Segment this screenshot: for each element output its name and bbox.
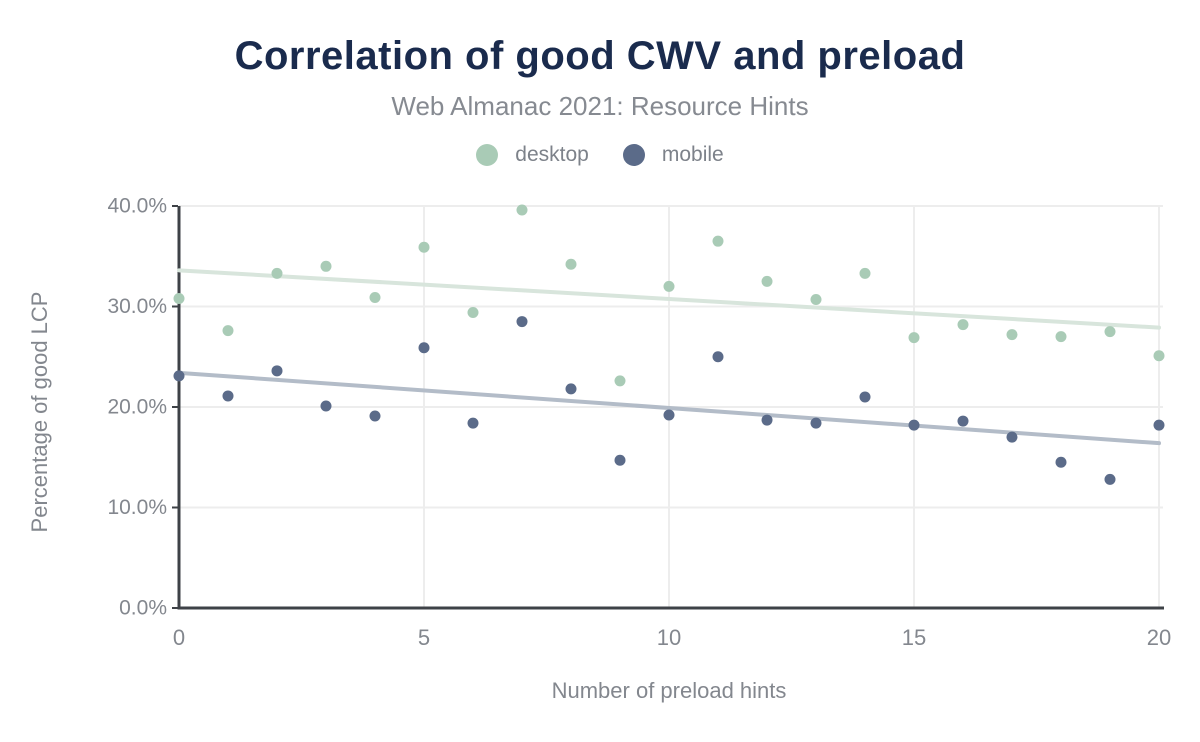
mobile-data-point [173,370,185,382]
desktop-data-point [1055,331,1067,343]
desktop-data-point [1104,326,1116,338]
y-tick-label: 40.0% [107,195,167,218]
legend-item-desktop: desktop [476,143,589,167]
y-tick-label: 30.0% [107,295,167,318]
desktop-data-point [320,260,332,272]
mobile-data-point [810,417,822,429]
desktop-data-point [908,332,920,344]
y-tick-label: 0.0% [119,597,167,620]
x-tick-label: 15 [902,625,926,650]
chart-subtitle: Web Almanac 2021: Resource Hints [391,91,809,121]
chart-title: Correlation of good CWV and preload [234,34,966,78]
desktop-data-point [222,325,234,337]
mobile-trendline [177,370,1161,446]
desktop-data-point [565,258,577,270]
x-tick-label: 0 [173,625,185,650]
x-tick-label: 20 [1147,625,1171,650]
desktop-data-point [369,291,381,303]
y-axis-title: Percentage of good LCP [27,292,52,533]
x-tick-label: 5 [418,625,430,650]
mobile-data-point [908,419,920,431]
desktop-data-point [271,267,283,279]
desktop-data-point [418,241,430,253]
desktop-series-swatch [476,144,499,166]
mobile-data-point [271,365,283,377]
mobile-data-point [761,414,773,426]
y-tick-label: 20.0% [107,396,167,419]
mobile-data-point [663,409,675,421]
desktop-trendline [177,268,1161,330]
mobile-data-point [1055,456,1067,468]
mobile-data-point [614,454,626,466]
mobile-data-point [957,415,969,427]
mobile-data-point [1006,431,1018,443]
mobile-data-point [467,417,479,429]
desktop-data-point [614,375,626,387]
mobile-data-point [1104,473,1116,485]
desktop-data-point [810,293,822,305]
desktop-data-point [859,267,871,279]
y-tick-label: 10.0% [107,496,167,519]
desktop-data-point [712,235,724,247]
mobile-legend-label: mobile [661,143,724,166]
mobile-data-point [222,390,234,402]
mobile-data-point [418,342,430,354]
desktop-data-point [957,319,969,331]
x-axis-title: Number of preload hints [552,678,787,703]
mobile-data-point [712,351,724,363]
desktop-data-point [761,275,773,287]
desktop-legend-label: desktop [515,143,589,166]
desktop-data-point [467,307,479,319]
x-tick-label: 10 [657,625,681,650]
mobile-data-point [516,316,528,328]
mobile-data-point [859,391,871,403]
desktop-data-point [1006,329,1018,341]
mobile-series-swatch [622,144,645,166]
desktop-data-point [1153,350,1165,362]
mobile-data-point [1153,419,1165,431]
legend: desktop mobile [0,143,1200,167]
mobile-data-point [369,410,381,422]
mobile-data-point [320,400,332,412]
desktop-data-point [663,280,675,292]
desktop-data-point [173,292,185,304]
legend-item-mobile: mobile [622,143,724,167]
mobile-data-point [565,383,577,395]
desktop-data-point [516,204,528,216]
